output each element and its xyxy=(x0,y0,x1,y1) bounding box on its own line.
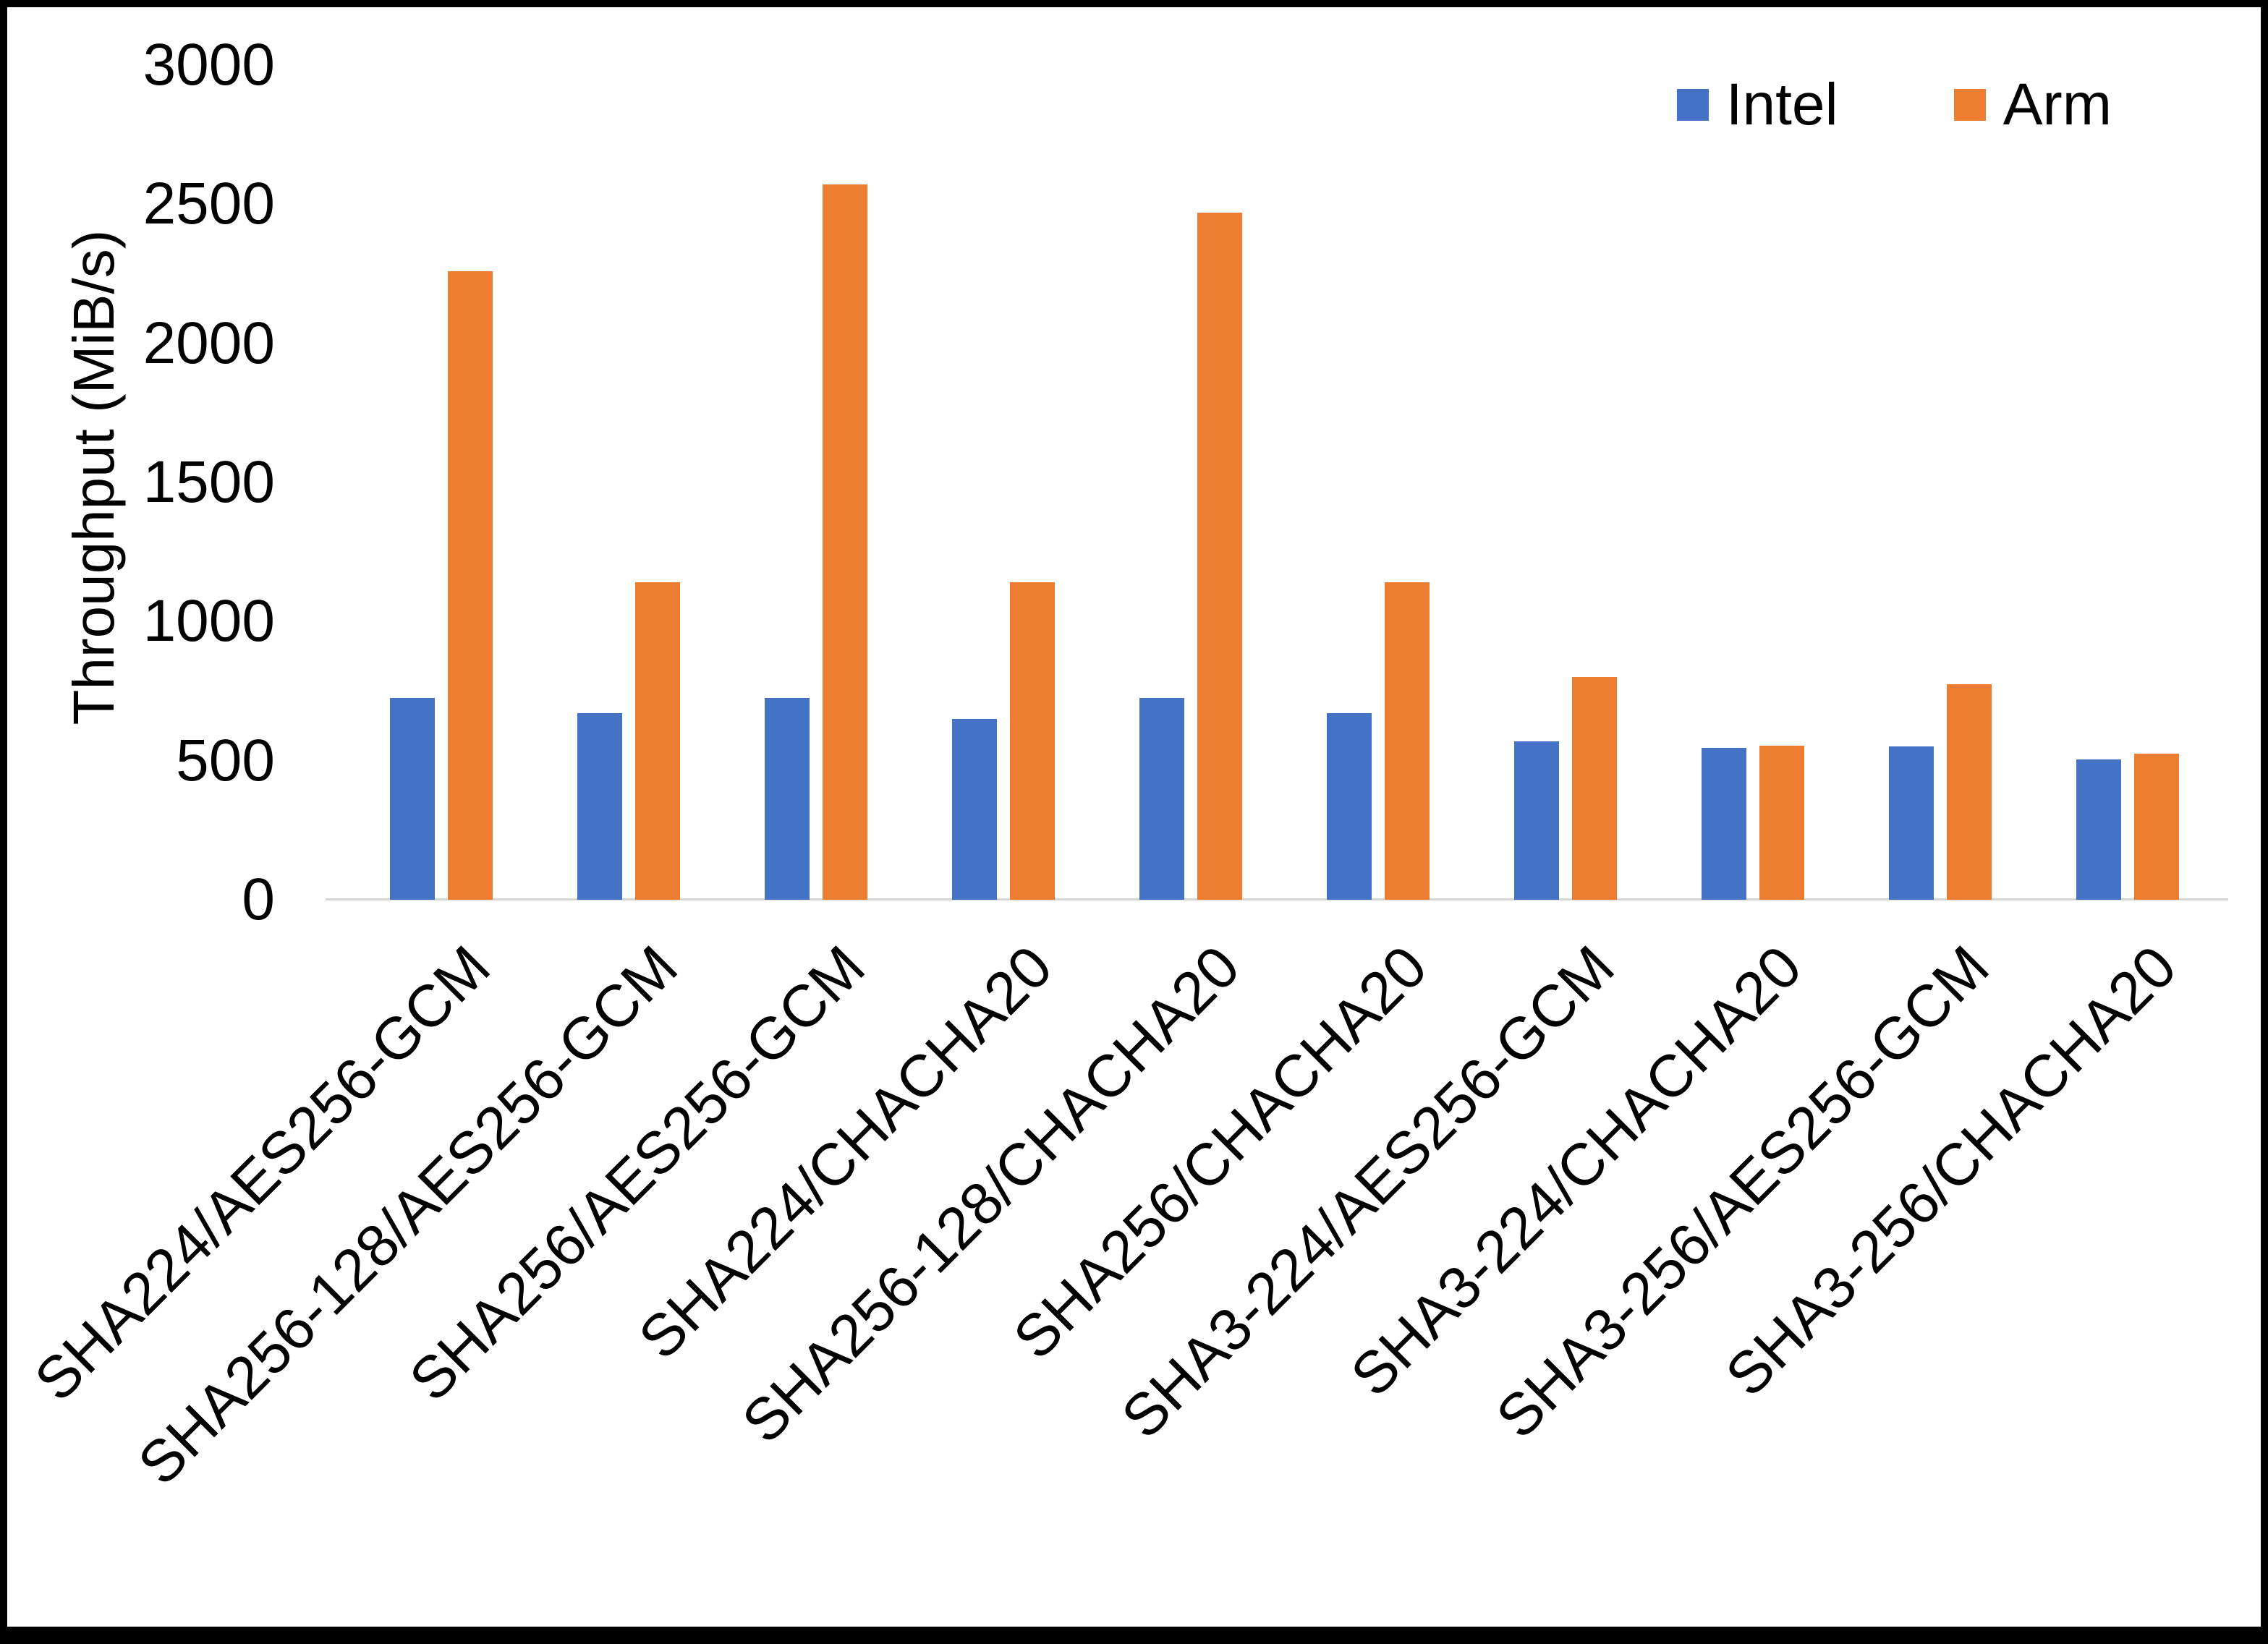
bar-arm xyxy=(1571,677,1617,900)
y-tick-label: 2000 xyxy=(143,310,275,376)
y-tick-label: 0 xyxy=(242,866,275,932)
bar-intel xyxy=(2076,759,2121,900)
y-tick-label: 500 xyxy=(176,727,275,793)
bar-arm xyxy=(1197,212,1242,900)
bar-arm xyxy=(447,271,493,900)
bar-arm xyxy=(634,582,680,900)
bar-arm xyxy=(1946,683,1992,900)
bar-group xyxy=(535,65,722,900)
x-axis-labels: SHA224/AES256-GCM SHA256-128/AES256-GCM SH… xyxy=(22,933,2221,1627)
bar-intel xyxy=(577,713,622,900)
y-tick-label: 2500 xyxy=(143,171,275,237)
legend-swatch-intel xyxy=(1676,89,1709,121)
bar-intel xyxy=(764,698,810,900)
bar-intel xyxy=(1888,746,1934,900)
bar-arm xyxy=(822,184,867,900)
bar-group xyxy=(909,65,1097,900)
bar-arm xyxy=(1009,582,1055,900)
y-tick-label: 1000 xyxy=(143,588,275,655)
bar-group xyxy=(347,65,535,900)
plot-area xyxy=(347,65,2221,900)
y-tick-label: 1500 xyxy=(143,449,275,515)
bar-group xyxy=(1846,65,2034,900)
bar-arm xyxy=(1759,745,1804,900)
x-axis-line xyxy=(326,898,2228,900)
bar-intel xyxy=(1139,698,1184,900)
legend-item-intel: Intel xyxy=(1676,71,1838,139)
bar-group xyxy=(1284,65,1471,900)
y-tick-label: 3000 xyxy=(143,32,275,98)
bar-group xyxy=(1471,65,1659,900)
bar-group xyxy=(1659,65,1846,900)
legend-label: Intel xyxy=(1725,72,1838,137)
legend-swatch-arm xyxy=(1953,89,1986,121)
bar-arm xyxy=(1384,582,1430,900)
legend-label: Arm xyxy=(2002,72,2112,137)
bar-arm xyxy=(2133,754,2179,900)
bar-group xyxy=(2034,65,2221,900)
bar-intel xyxy=(1701,748,1746,900)
bar-group xyxy=(722,65,909,900)
bar-intel xyxy=(1513,741,1559,900)
bar-intel xyxy=(951,718,997,900)
bar-intel xyxy=(1326,713,1372,900)
bar-group xyxy=(1097,65,1284,900)
bar-intel xyxy=(389,698,435,900)
chart-legend: Intel Arm xyxy=(1676,71,2112,139)
y-axis-tick-labels: 0 500 1000 1500 2000 2500 3000 xyxy=(7,7,275,1627)
legend-item-arm: Arm xyxy=(1953,71,2112,139)
